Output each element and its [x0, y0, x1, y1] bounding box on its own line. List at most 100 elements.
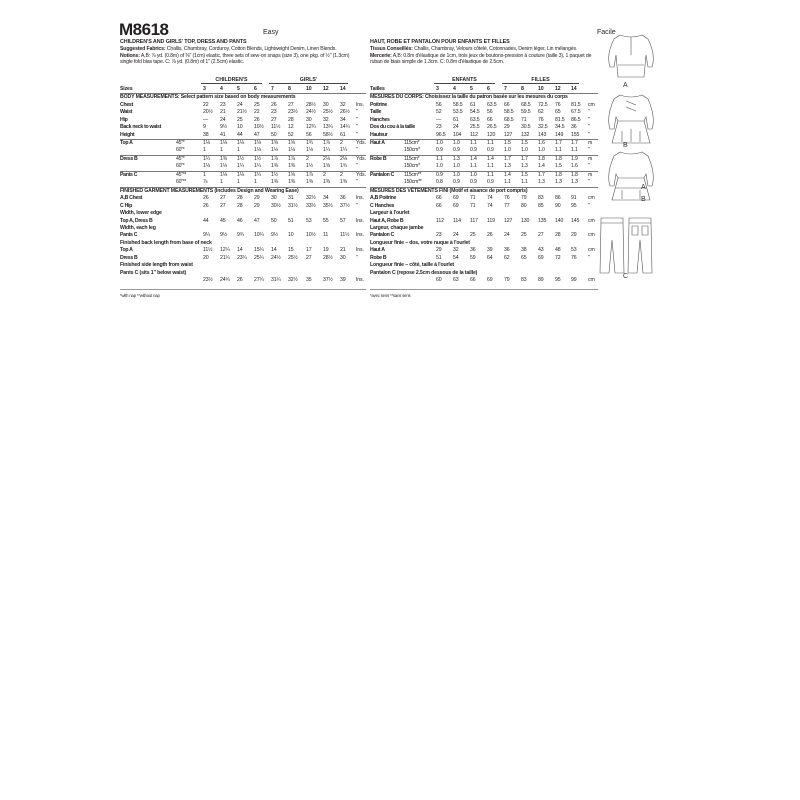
value-cell: 64: [487, 254, 493, 261]
value-cell: 21: [220, 109, 226, 116]
unit-cell: Yds.: [356, 140, 366, 146]
value-cell: 1⅜: [288, 163, 295, 170]
value-cell: 11: [323, 232, 329, 239]
value-cell: 1: [203, 171, 206, 178]
fabrics-text: Challis, Chambray, Corduroy, Cotton Blen…: [166, 46, 337, 52]
value-cell: 53: [571, 247, 577, 254]
divider: [120, 139, 366, 140]
value-cell: 19: [323, 247, 329, 254]
value-cell: 66: [470, 277, 476, 284]
value-cell: 85: [538, 202, 544, 209]
heading-text: Pants C (sits 1" below waist): [120, 269, 187, 276]
value-cell: 25.5: [470, 124, 480, 131]
value-cell: 27: [288, 101, 294, 108]
divider: [370, 288, 598, 290]
pattern-number: M8618: [119, 20, 169, 39]
value-cell: 1: [237, 147, 240, 154]
value-cell: 1.1: [555, 147, 562, 154]
value-cell: 1⅛: [220, 171, 227, 178]
value-cell: 32: [323, 116, 329, 123]
value-cell: 35½: [323, 202, 333, 209]
value-cell: 65: [555, 109, 561, 116]
value-cell: 26: [237, 277, 243, 284]
footnote: *avec sens **sans sens: [370, 292, 411, 298]
divider: [120, 186, 366, 188]
value-cell: 45: [220, 217, 226, 224]
value-cell: 10¼: [254, 232, 264, 239]
notions-label: Notions:: [120, 52, 140, 59]
heading-text: FINISHED GARMENT MEASUREMENTS (Includes …: [120, 187, 299, 194]
value-cell: —: [436, 116, 442, 123]
unit-cell: cm: [588, 247, 595, 254]
view-label-a: A: [623, 82, 628, 89]
size-header: 12: [323, 86, 329, 92]
value-cell: 10½: [306, 232, 316, 239]
value-cell: 36: [470, 247, 476, 254]
size-header: 8: [288, 86, 291, 92]
value-cell: 1.5: [504, 140, 511, 146]
value-cell: 66: [504, 101, 510, 108]
value-cell: 1.8: [538, 155, 545, 162]
value-cell: 1⅛: [254, 147, 261, 154]
value-cell: 1.4: [470, 155, 477, 162]
value-cell: 91: [571, 195, 577, 202]
value-cell: 27: [271, 116, 277, 123]
value-cell: 26.5: [487, 124, 497, 131]
value-cell: 14: [271, 247, 277, 254]
unit-cell: m: [588, 140, 593, 146]
value-cell: 0.9: [453, 179, 460, 186]
value-cell: 1.3: [521, 163, 528, 170]
value-cell: 95: [555, 277, 561, 284]
value-cell: 27: [538, 232, 544, 239]
value-cell: 1⅛: [237, 171, 244, 178]
row-label: Top A: [120, 140, 133, 146]
value-cell: 1.4: [487, 155, 494, 162]
value-cell: 149: [555, 131, 564, 138]
value-cell: 27: [220, 202, 226, 209]
value-cell: 60: [436, 277, 442, 284]
value-cell: 89: [538, 277, 544, 284]
value-cell: 24: [453, 124, 459, 131]
value-cell: 96.5: [436, 131, 446, 138]
value-cell: 28: [237, 195, 243, 202]
value-cell: 1⅛: [271, 147, 278, 154]
garment-sketches: [599, 34, 654, 274]
value-cell: 39: [340, 277, 346, 284]
value-cell: 79: [521, 195, 527, 202]
row-label: Dos du cou à la taille: [370, 124, 415, 131]
value-cell: 1¼: [340, 147, 347, 154]
value-cell: 1⅜: [340, 179, 347, 186]
value-cell: 1¼: [203, 155, 210, 162]
value-cell: 9½: [271, 232, 278, 239]
unit-cell: ": [356, 202, 358, 209]
size-header: 6: [487, 86, 490, 92]
value-cell: 27: [306, 254, 312, 261]
value-cell: 13¼: [323, 124, 333, 131]
unit-cell: cm: [588, 101, 595, 108]
value-cell: 68.5: [521, 101, 531, 108]
value-cell: 23¼: [237, 254, 247, 261]
unit-cell: cm: [588, 195, 595, 202]
row-label: Dress B: [120, 254, 138, 261]
heading-text: Width, each leg: [120, 224, 156, 231]
value-cell: 55: [323, 217, 329, 224]
value-cell: 1⅝: [323, 163, 330, 170]
value-cell: 29: [254, 202, 260, 209]
value-cell: 1⅛: [288, 147, 295, 154]
value-cell: 1⅞: [288, 155, 295, 162]
fabric-width: 115cm*: [404, 140, 420, 146]
value-cell: 31¼: [271, 277, 281, 284]
view-label-a-back: A: [641, 184, 646, 191]
value-cell: 1½: [237, 155, 244, 162]
value-cell: 2⅛: [323, 155, 330, 162]
value-cell: 1⅞: [306, 171, 313, 178]
value-cell: 2: [340, 171, 343, 178]
value-cell: 1.0: [436, 163, 443, 170]
fabrics-text: Challis, Chambray, Velours côtelé, Coton…: [414, 46, 578, 52]
heading-text: MESURES DES VÊTEMENTS FINI (Motif et ais…: [370, 187, 528, 194]
size-header: 12: [555, 86, 561, 92]
value-cell: 30: [306, 116, 312, 123]
value-cell: 58½: [323, 131, 333, 138]
value-cell: 1⅝: [288, 171, 295, 178]
